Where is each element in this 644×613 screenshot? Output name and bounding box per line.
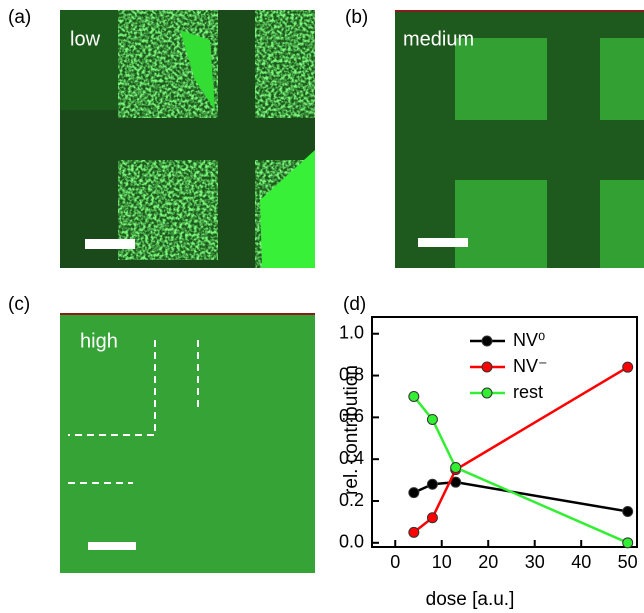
y-tick-label: 0.4 xyxy=(339,448,364,468)
legend-label: NV⁻ xyxy=(513,356,548,376)
data-point xyxy=(622,361,634,373)
legend-label: NV⁰ xyxy=(513,330,545,350)
x-tick-label: 40 xyxy=(571,552,591,572)
data-point xyxy=(622,537,634,549)
y-tick-label: 1.0 xyxy=(339,322,364,342)
panel-label: (b) xyxy=(345,7,368,28)
data-point xyxy=(408,526,420,538)
data-point xyxy=(408,487,420,499)
x-tick-label: 20 xyxy=(478,552,498,572)
image-caption: low xyxy=(70,28,101,50)
x-tick-label: 10 xyxy=(432,552,452,572)
y-tick-label: 0.6 xyxy=(339,406,364,426)
data-point xyxy=(426,512,438,524)
series-line xyxy=(413,366,629,534)
legend-marker xyxy=(481,361,493,373)
x-tick-label: 0 xyxy=(390,552,400,572)
y-tick-label: 0.8 xyxy=(339,364,364,384)
y-axis-label: rel. contribution xyxy=(341,365,362,495)
panel-label: (a) xyxy=(8,7,31,28)
legend-marker xyxy=(481,335,493,347)
x-tick-label: 30 xyxy=(525,552,545,572)
image-high xyxy=(60,313,315,573)
x-tick-label: 50 xyxy=(618,552,638,572)
image-caption: medium xyxy=(403,28,474,50)
series-line xyxy=(412,395,629,544)
data-point xyxy=(408,390,420,402)
panel-label: (d) xyxy=(343,294,366,315)
image-low xyxy=(60,10,315,268)
data-point xyxy=(622,505,634,517)
x-axis-label: dose [a.u.] xyxy=(426,589,515,610)
panel-label: (c) xyxy=(8,294,30,315)
plot-frame xyxy=(371,316,638,548)
legend-marker xyxy=(481,387,493,399)
y-tick-label: 0.2 xyxy=(339,490,364,510)
image-caption: high xyxy=(80,330,118,352)
y-tick-label: 0.0 xyxy=(339,532,364,552)
data-point xyxy=(426,413,438,425)
data-point xyxy=(450,462,462,474)
legend-label: rest xyxy=(513,382,543,402)
series-line xyxy=(413,480,628,513)
data-point xyxy=(426,478,438,490)
image-medium xyxy=(395,10,644,268)
